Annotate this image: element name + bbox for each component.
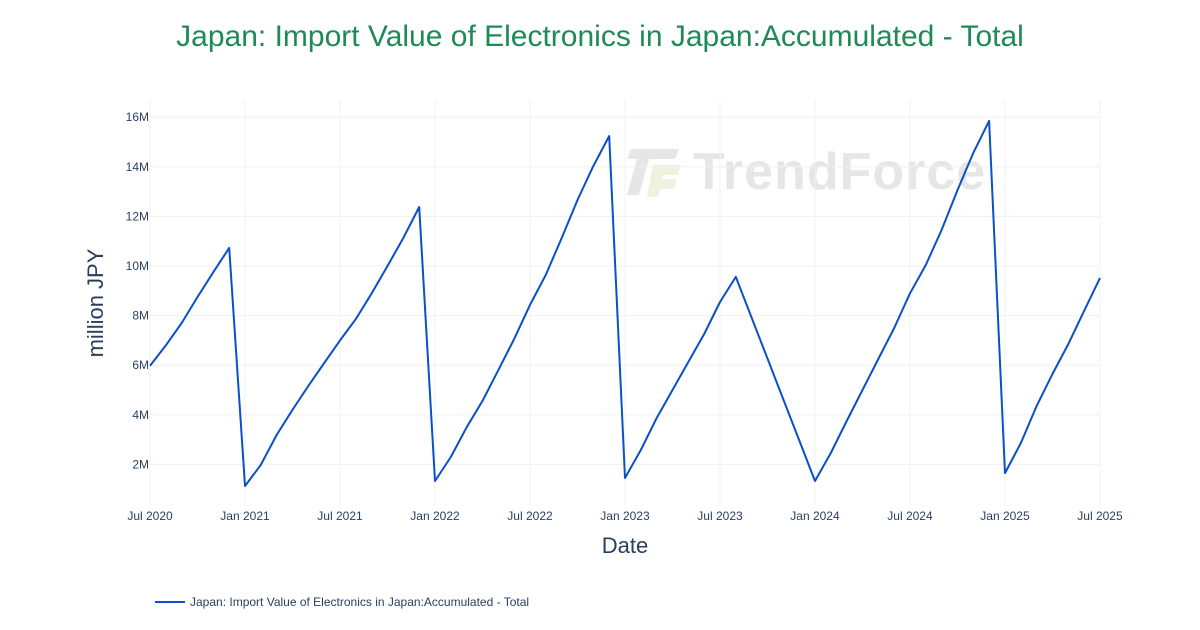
y-axis-ticks: 2M 4M 6M 8M 10M 12M 14M 16M (126, 110, 149, 471)
y-tick-label: 16M (126, 110, 149, 124)
x-tick-label: Jul 2022 (507, 509, 553, 523)
y-tick-label: 8M (132, 309, 149, 323)
x-tick-label: Jul 2024 (887, 509, 933, 523)
x-tick-label: Jul 2025 (1077, 509, 1123, 523)
y-tick-label: 2M (132, 457, 149, 471)
x-tick-label: Jul 2023 (697, 509, 743, 523)
y-tick-label: 6M (132, 358, 149, 372)
y-tick-label: 14M (126, 160, 149, 174)
y-tick-label: 10M (126, 259, 149, 273)
y-tick-label: 4M (132, 408, 149, 422)
series-line[interactable] (149, 119, 1101, 487)
y-tick-label: 12M (126, 209, 149, 223)
y-axis-title: million JPY (83, 248, 108, 357)
x-tick-label: Jan 2022 (410, 509, 460, 523)
x-tick-label: Jan 2024 (790, 509, 840, 523)
legend-line-swatch-icon (155, 601, 185, 603)
trendforce-logo-icon (625, 145, 681, 199)
x-tick-label: Jan 2025 (980, 509, 1030, 523)
watermark-text: TrendForce (693, 143, 987, 201)
x-tick-label: Jan 2021 (220, 509, 270, 523)
legend[interactable]: Japan: Import Value of Electronics in Ja… (155, 595, 529, 609)
gridlines (149, 100, 1101, 505)
x-tick-label: Jan 2023 (600, 509, 650, 523)
x-axis-title: Date (602, 533, 648, 558)
chart-title: Japan: Import Value of Electronics in Ja… (176, 20, 1024, 53)
x-tick-label: Jul 2020 (127, 509, 173, 523)
trendforce-watermark: TrendForce (625, 142, 986, 202)
x-tick-label: Jul 2021 (317, 509, 363, 523)
x-axis-ticks: Jul 2020 Jan 2021 Jul 2021 Jan 2022 Jul 2022… (127, 509, 1123, 523)
legend-label: Japan: Import Value of Electronics in Ja… (190, 595, 530, 609)
